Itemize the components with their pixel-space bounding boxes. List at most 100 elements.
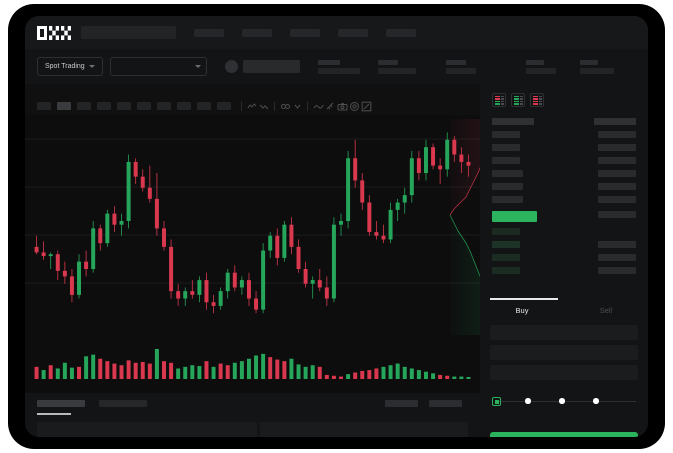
timeframe-chip-2[interactable] [57,102,71,110]
table-row[interactable] [480,144,648,151]
active-tab-indicator [37,413,71,415]
nav-item-4[interactable] [338,28,368,37]
order-amount-field[interactable] [490,345,638,360]
table-row[interactable] [480,267,648,274]
table-row[interactable] [480,131,648,138]
timeframe-chip-9[interactable] [197,102,211,110]
stepper-dot-50[interactable] [559,398,565,404]
timeframe-chip-3[interactable] [77,102,91,110]
candle-series [34,132,471,314]
timeframe-chip-7[interactable] [157,102,171,110]
search-input[interactable] [81,26,176,39]
order-history-card[interactable] [260,422,468,437]
coin-icon [224,60,238,73]
stepper-handle[interactable] [492,397,501,406]
okx-logo[interactable] [37,25,71,40]
okx-logo-x-glyph [61,25,71,40]
chart-toolbar [25,97,480,115]
tab-open-orders[interactable] [37,400,85,407]
tab-buy[interactable]: Buy [480,298,564,322]
okx-logo-k-glyph [49,25,59,40]
table-row[interactable] [480,196,648,203]
okx-logo-o-glyph [37,25,47,40]
stat-low-24h [525,59,556,74]
toolbar-divider [274,101,275,111]
order-total-field[interactable] [490,365,638,380]
trade-side-tabs: Buy Sell [480,298,648,322]
order-book-header-row [480,118,648,125]
tablet-device-frame: Spot Trading [8,4,665,449]
timeframe-chip-6[interactable] [137,102,151,110]
orders-panel-tabs [37,400,147,407]
toolbar-divider [307,101,308,111]
nav-item-1[interactable] [194,28,224,37]
table-row[interactable] [480,183,648,190]
table-row[interactable] [480,241,648,248]
ob-mode-both[interactable] [492,93,506,107]
timeframe-chip-10[interactable] [217,102,231,110]
bp-action-1[interactable] [385,400,418,407]
trading-pair-select[interactable] [109,57,207,76]
volume-series [34,349,471,379]
orders-panel-content [25,422,480,437]
indicator-icon[interactable] [279,100,291,112]
amount-percent-stepper[interactable] [492,396,638,406]
nav-item-5[interactable] [386,28,416,37]
ruler-icon[interactable] [324,100,336,112]
stepper-dot-75[interactable] [593,398,599,404]
nav-item-2[interactable] [242,28,272,37]
ob-mode-asks[interactable] [530,93,544,107]
tab-buy-label: Buy [515,305,529,315]
timeframe-chip-1[interactable] [37,102,51,110]
top-header [25,16,648,49]
camera-icon[interactable] [336,100,348,112]
order-book-rows[interactable] [480,118,648,296]
table-row[interactable] [480,157,648,164]
candlestick-chart[interactable] [25,115,480,335]
bp-action-2[interactable] [429,400,462,407]
table-row[interactable] [480,228,648,235]
volume-histogram [25,335,480,393]
timeframe-chip-8[interactable] [177,102,191,110]
place-buy-order-button[interactable] [490,432,638,437]
ob-mode-bids[interactable] [511,93,525,107]
tab-sell-label: Sell [599,305,613,315]
gear-icon[interactable] [348,100,360,112]
tab-order-history[interactable] [99,400,147,407]
timeframe-chip-4[interactable] [97,102,111,110]
stepper-track [496,400,636,402]
chevron-down-icon[interactable] [291,100,303,112]
chevron-down-icon [194,65,201,68]
tab-sell[interactable]: Sell [564,298,648,322]
active-trade-tab-indicator [490,298,558,300]
order-price-field[interactable] [490,325,638,340]
app-screen: Spot Trading [25,16,648,437]
order-form [480,325,648,385]
stepper-dot-25[interactable] [525,398,531,404]
orders-panel [25,393,480,437]
fullscreen-icon[interactable] [360,100,372,112]
candlestick-chart-svg [25,132,480,314]
pair-name-label [242,60,300,73]
market-type-label: Spot Trading [45,63,85,70]
candlestick-chart-icon[interactable] [246,100,258,112]
chevron-down-icon [88,65,95,68]
table-row[interactable] [480,254,648,261]
order-book-panel: Buy Sell [480,84,648,437]
timeframe-chip-5[interactable] [117,102,131,110]
line-chart-icon[interactable] [258,100,270,112]
stat-volume-24h [579,59,614,74]
nav-item-3[interactable] [290,28,320,37]
order-book-spread-row[interactable] [480,211,648,222]
table-row[interactable] [480,170,648,177]
open-orders-card[interactable] [37,422,258,437]
trend-line-icon[interactable] [312,100,324,112]
stat-last-price [317,59,360,74]
market-type-dropdown[interactable]: Spot Trading [37,57,103,76]
stat-high-24h [445,59,476,74]
toolbar-divider [241,101,242,111]
ticker-bar: Spot Trading [25,49,648,84]
stat-change-24h [377,59,416,74]
order-book-display-modes [480,84,648,107]
chart-gridlines [25,138,480,284]
